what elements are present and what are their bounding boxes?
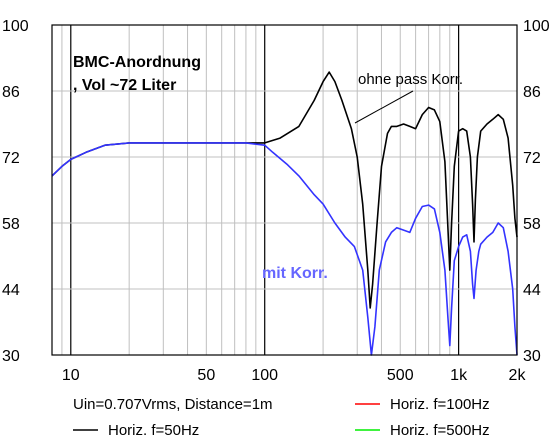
chart-title-line-1: BMC-Anordnung — [73, 54, 201, 71]
y-tick-right-30: 30 — [523, 348, 541, 365]
x-tick-2k: 2k — [509, 367, 527, 384]
y-tick-right-58: 58 — [523, 216, 541, 233]
y-tick-right-44: 44 — [523, 282, 541, 299]
series-line-0 — [51, 71, 518, 309]
x-tick-10: 10 — [62, 367, 80, 384]
info-text: Uin=0.707Vrms, Distance=1m — [73, 396, 273, 413]
tick-labels: 100 100 86 86 72 72 58 58 44 44 30 30 10 50 100 500 1k 2k — [2, 18, 550, 384]
annotation-with-correction: mit Korr. — [262, 265, 328, 282]
y-tick-right-100: 100 — [523, 18, 550, 35]
y-tick-left-100: 100 — [2, 18, 29, 35]
y-tick-left-72: 72 — [2, 150, 20, 167]
y-tick-left-44: 44 — [2, 282, 20, 299]
legend-label-50hz: Horiz. f=50Hz — [108, 422, 199, 439]
series-line-1 — [51, 142, 518, 356]
legend: Uin=0.707Vrms, Distance=1m Horiz. f=100H… — [73, 396, 490, 439]
series-layer — [51, 71, 518, 356]
legend-label-100hz: Horiz. f=100Hz — [390, 396, 490, 413]
plot-frame — [51, 24, 518, 356]
y-tick-left-30: 30 — [2, 348, 20, 365]
chart-title-line-2: , Vol ~72 Liter — [73, 77, 176, 94]
y-tick-left-86: 86 — [2, 84, 20, 101]
chart-title: BMC-Anordnung , Vol ~72 Liter — [73, 54, 201, 94]
x-tick-1k: 1k — [450, 367, 468, 384]
x-tick-50: 50 — [197, 367, 215, 384]
y-tick-right-86: 86 — [523, 84, 541, 101]
annotation-pointer-line — [354, 90, 414, 124]
y-tick-right-72: 72 — [523, 150, 541, 167]
x-tick-100: 100 — [251, 367, 278, 384]
legend-label-500hz: Horiz. f=500Hz — [390, 422, 490, 439]
x-tick-500: 500 — [387, 367, 414, 384]
annotation-without-correction: ohne pass Korr. — [358, 71, 463, 88]
y-tick-left-58: 58 — [2, 216, 20, 233]
